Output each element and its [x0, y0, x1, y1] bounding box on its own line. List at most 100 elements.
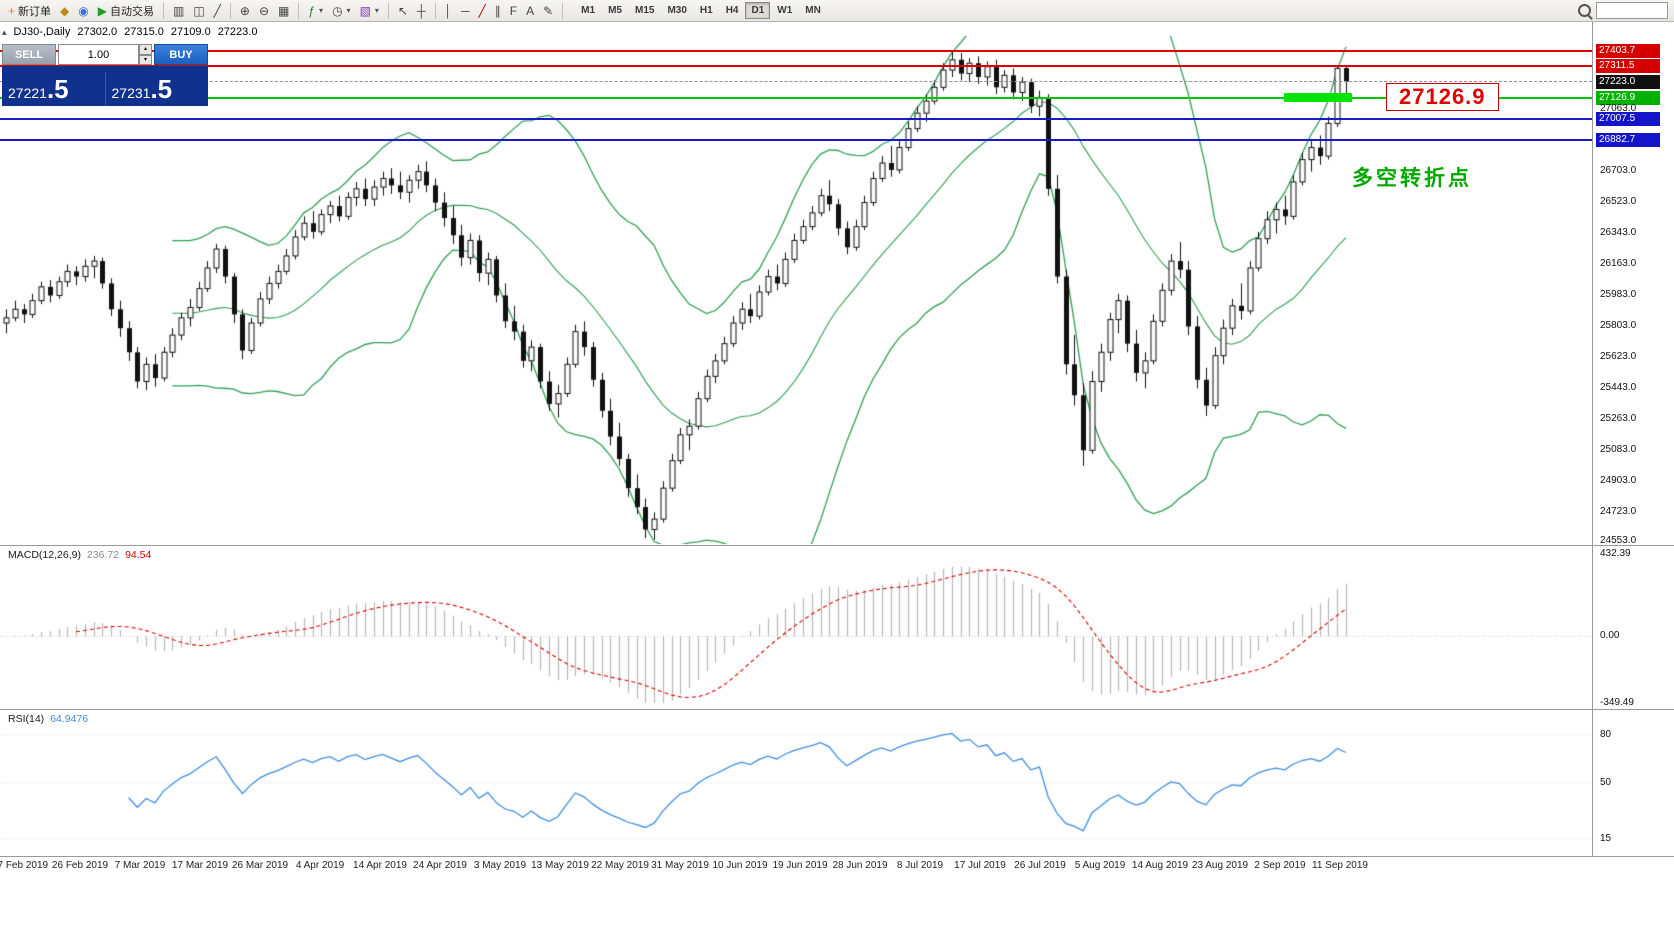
new-order-button[interactable]: + 新订单	[4, 1, 55, 20]
resistance-line-1[interactable]	[0, 49, 1592, 52]
zoom-in-button[interactable]: ⊕	[236, 1, 254, 20]
autotrading-button-label: 自动交易	[109, 5, 154, 18]
date-axis-label: 26 Mar 2019	[231, 860, 289, 871]
timeframe-h4-button[interactable]: H4	[720, 2, 745, 19]
rsi-axis-label: 50	[1600, 777, 1612, 788]
ohlc-low: 27109.0	[170, 26, 211, 38]
macd-main-value: 236.72	[86, 549, 120, 561]
chevron-down-icon: ▾	[346, 6, 351, 15]
macd-axis-label: 432.39	[1600, 548, 1631, 559]
price-axis-label: 26703.0	[1600, 165, 1637, 177]
new-order-icon: +	[8, 3, 16, 18]
resistance-line-1-badge: 27403.7	[1596, 43, 1660, 58]
timeframe-toolbar: M1 M5 M15 M30 H1 H4 D1 W1 MN	[575, 2, 827, 19]
profile-button[interactable]: ◉	[74, 1, 92, 20]
chevron-down-icon: ▾	[374, 6, 379, 15]
autotrading-button[interactable]: ▶ 自动交易	[94, 1, 158, 20]
date-axis-label: 4 Apr 2019	[295, 860, 345, 871]
pivot-annotation-text: 多空转折点	[1352, 167, 1472, 190]
horizontal-line-icon: ─	[461, 3, 470, 18]
date-axis-label: 28 Jun 2019	[832, 860, 888, 871]
timeframe-h1-button[interactable]: H1	[694, 2, 719, 19]
date-axis-label: 14 Apr 2019	[353, 860, 407, 871]
profile-icon: ◉	[78, 3, 89, 18]
draw-tools-button[interactable]: ✎	[539, 1, 557, 20]
support-line-1[interactable]	[0, 117, 1592, 120]
price-axis-label: 24903.0	[1600, 474, 1637, 486]
horizontal-line-button[interactable]: ─	[457, 1, 474, 20]
timeframe-m15-button[interactable]: M15	[629, 2, 660, 19]
resistance-line-2[interactable]	[0, 65, 1592, 68]
vertical-line-button[interactable]: │	[441, 1, 457, 20]
price-axis[interactable]: 27403.7 27311.5 27223.0 27126.9 27007.5 26882…	[1596, 22, 1674, 947]
date-axis-label: 13 May 2019	[531, 860, 589, 871]
chevron-down-icon: ▾	[319, 6, 324, 15]
date-axis-label: 19 Jun 2019	[772, 860, 828, 871]
volume-input[interactable]	[58, 44, 139, 65]
date-axis-label: 11 Sep 2019	[1312, 860, 1368, 871]
macd-signal-value: 94.54	[125, 549, 152, 561]
timeframe-w1-button[interactable]: W1	[771, 2, 798, 19]
fibonacci-icon: F	[509, 3, 518, 18]
timeframe-d1-button[interactable]: D1	[745, 2, 771, 19]
trendline-button[interactable]: ╱	[475, 1, 490, 20]
channel-icon: ∥	[494, 3, 501, 18]
bar-chart-button[interactable]: ▥	[169, 1, 188, 20]
current-price-line[interactable]	[0, 81, 1592, 83]
search-input[interactable]	[1596, 2, 1668, 19]
fibonacci-button[interactable]: F	[506, 1, 521, 20]
tile-windows-button[interactable]: ▦	[274, 1, 293, 20]
compass-icon: ◆	[60, 3, 70, 18]
search-icon	[1578, 4, 1591, 17]
buy-button[interactable]: BUY	[154, 44, 208, 65]
date-axis-label: 26 Feb 2019	[51, 860, 109, 871]
one-click-trading-panel: SELL ▴ ▾ BUY 27221.5 27231.5	[2, 44, 208, 106]
chart-window-button[interactable]: ◆	[56, 1, 73, 20]
price-axis-label: 25803.0	[1600, 319, 1637, 331]
toolbar-button-group: + 新订单 ◆ ◉ ▶ 自动交易 ▥ ◫ ╱ ⊕ ⊖ ▦ ƒ ▾ ◷ ▾ ▧ ▾ ↖ ┼ │ ─ ╱ ∥ F A ✎	[4, 1, 567, 20]
support-line-2[interactable]	[0, 139, 1592, 142]
timeframe-m1-button[interactable]: M1	[575, 2, 601, 19]
collapse-chart-icon[interactable]: ▴	[2, 26, 7, 37]
vertical-line-icon: │	[444, 3, 453, 18]
candlestick-icon: ◫	[193, 3, 205, 18]
price-axis-divider	[1592, 22, 1593, 857]
panel-divider[interactable]	[0, 709, 1674, 710]
timeframe-m5-button[interactable]: M5	[602, 2, 628, 19]
pivot-green-line[interactable]	[0, 97, 1592, 100]
price-axis-label: 26343.0	[1600, 227, 1637, 239]
price-axis-label: 24553.0	[1600, 535, 1637, 546]
bar-chart-icon: ▥	[172, 3, 185, 18]
play-icon: ▶	[97, 3, 107, 18]
volume-spinner: ▴ ▾	[139, 44, 152, 65]
sell-button[interactable]: SELL	[2, 44, 56, 65]
pivot-highlight-bar[interactable]	[1284, 93, 1352, 103]
macd-name: MACD(12,26,9)	[8, 549, 81, 561]
volume-field: ▴ ▾	[58, 44, 152, 65]
date-axis-label: 23 Aug 2019	[1191, 860, 1249, 871]
periods-button[interactable]: ◷ ▾	[328, 1, 355, 20]
date-axis-label: 31 May 2019	[651, 860, 709, 871]
timeframe-m30-button[interactable]: M30	[661, 2, 692, 19]
candlestick-button[interactable]: ◫	[189, 1, 208, 20]
crosshair-button[interactable]: ┼	[413, 1, 430, 20]
indicators-button[interactable]: ƒ ▾	[304, 1, 327, 20]
macd-axis-label: -349.49	[1600, 697, 1634, 708]
zoom-out-button[interactable]: ⊖	[255, 1, 273, 20]
price-chart-canvas[interactable]	[0, 22, 1674, 947]
volume-down-button[interactable]: ▾	[139, 54, 152, 65]
date-axis-label: 17 Mar 2019	[171, 860, 229, 871]
cursor-button[interactable]: ↖	[394, 1, 412, 20]
text-button[interactable]: A	[522, 1, 538, 20]
timeframe-mn-button[interactable]: MN	[799, 2, 827, 19]
price-divider	[104, 72, 106, 106]
zoom-out-icon: ⊖	[258, 3, 270, 18]
volume-up-button[interactable]: ▴	[139, 44, 152, 55]
panel-divider[interactable]	[0, 545, 1674, 546]
line-chart-button[interactable]: ╱	[210, 1, 225, 20]
resistance-line-2-badge: 27311.5	[1596, 59, 1660, 74]
channel-button[interactable]: ∥	[491, 1, 505, 20]
templates-button[interactable]: ▧ ▾	[356, 1, 383, 20]
rsi-value: 64.9476	[50, 713, 89, 725]
